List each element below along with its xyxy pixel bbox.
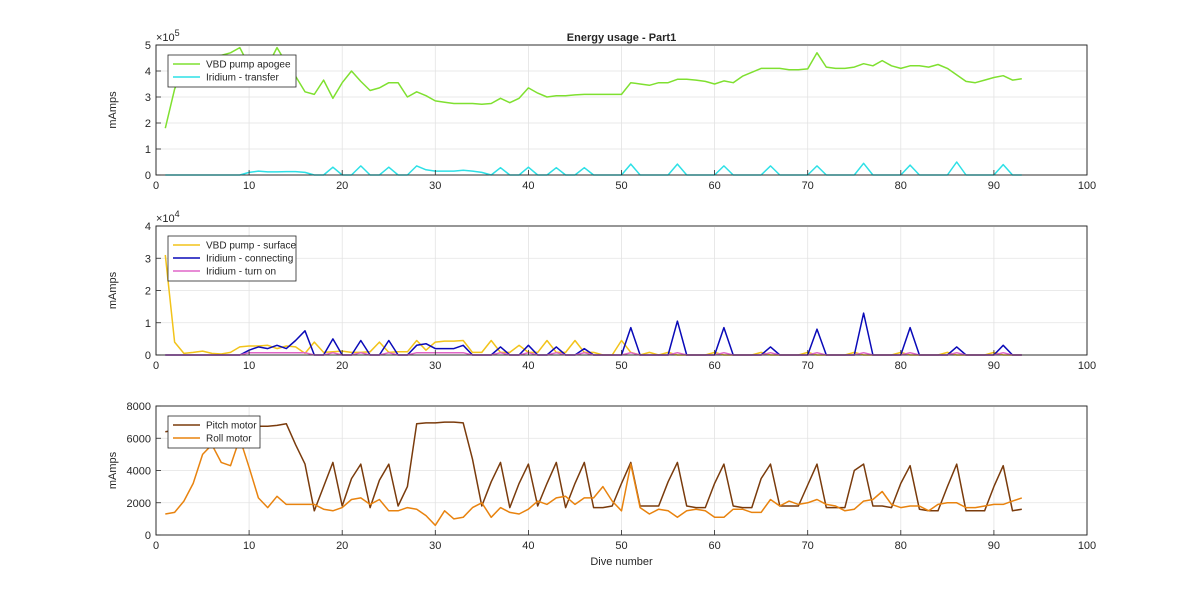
legend-entry: Iridium - turn on xyxy=(206,267,276,278)
x-tick-label: 10 xyxy=(243,540,255,552)
legend-entry: VBD pump apogee xyxy=(206,60,291,71)
y-tick-label: 0 xyxy=(145,530,151,542)
x-tick-label: 0 xyxy=(153,540,159,552)
x-tick-label: 70 xyxy=(802,180,814,192)
y-tick-label: 0 xyxy=(145,350,151,362)
series-line-vbd-pump-apogee xyxy=(164,46,1022,129)
x-tick-label: 100 xyxy=(1078,180,1096,192)
x-tick-label: 40 xyxy=(522,360,534,372)
y-tick-label: 6000 xyxy=(127,433,151,445)
y-tick-label: 2 xyxy=(145,286,151,298)
x-axis-label: Dive number xyxy=(590,556,653,568)
x-tick-label: 80 xyxy=(895,360,907,372)
x-tick-label: 0 xyxy=(153,180,159,192)
x-tick-label: 30 xyxy=(429,180,441,192)
legend-entry: Roll motor xyxy=(206,434,252,445)
x-tick-label: 90 xyxy=(988,180,1000,192)
y-tick-label: 4 xyxy=(145,221,151,233)
x-tick-label: 80 xyxy=(895,180,907,192)
legend-box xyxy=(167,415,261,449)
y-tick-label: 2000 xyxy=(127,498,151,510)
legend: VBD pump - surface Iridium - connecting Ir… xyxy=(167,235,296,282)
x-tick-label: 20 xyxy=(336,360,348,372)
chart-panel-3: 0 10 20 30 40 50 60 70 80 90 100 0 2000 4000 6000 8000 m… xyxy=(107,401,1096,568)
y-exponent-label: ×104 xyxy=(156,209,180,225)
y-axis-label: mAmps xyxy=(107,451,119,489)
legend-entry: Iridium - transfer xyxy=(206,73,279,84)
x-tick-label: 90 xyxy=(988,540,1000,552)
y-tick-label: 8000 xyxy=(127,401,151,413)
x-tick-label: 30 xyxy=(429,540,441,552)
y-tick-label: 5 xyxy=(145,40,151,52)
x-tick-label: 70 xyxy=(802,360,814,372)
y-tick-label: 3 xyxy=(145,92,151,104)
x-tick-label: 40 xyxy=(522,180,534,192)
chart-title: Energy usage - Part1 xyxy=(567,32,676,44)
x-tick-label: 60 xyxy=(708,360,720,372)
x-tick-label: 0 xyxy=(153,360,159,372)
x-tick-label: 100 xyxy=(1078,540,1096,552)
x-tick-label: 60 xyxy=(708,180,720,192)
y-tick-label: 4000 xyxy=(127,466,151,478)
chart-panel-2: 0 10 20 30 40 50 60 70 80 90 100 0 1 2 3 4 ×104 mAmps VBD … xyxy=(107,209,1096,372)
x-tick-label: 50 xyxy=(615,540,627,552)
legend-box xyxy=(167,54,297,88)
y-axis-label: mAmps xyxy=(107,91,119,129)
x-tick-label: 50 xyxy=(615,360,627,372)
series-line-pitch-motor xyxy=(165,421,1022,512)
x-tick-label: 70 xyxy=(802,540,814,552)
x-tick-label: 80 xyxy=(895,540,907,552)
legend: VBD pump apogee Iridium - transfer xyxy=(167,54,297,88)
legend: Pitch motor Roll motor xyxy=(167,415,261,449)
y-tick-label: 3 xyxy=(145,253,151,265)
y-axis-label: mAmps xyxy=(107,271,119,309)
chart-panel-1: 0 10 20 30 40 50 60 70 80 90 100 0 1 2 3 4 5 ×105 mAmps Ene… xyxy=(107,28,1096,192)
x-tick-label: 90 xyxy=(988,360,1000,372)
x-tick-label: 20 xyxy=(336,540,348,552)
y-exponent-label: ×105 xyxy=(156,28,180,44)
x-tick-label: 30 xyxy=(429,360,441,372)
legend-entry: VBD pump - surface xyxy=(206,241,296,252)
x-tick-label: 60 xyxy=(708,540,720,552)
y-tick-label: 0 xyxy=(145,170,151,182)
x-tick-label: 40 xyxy=(522,540,534,552)
x-tick-label: 10 xyxy=(243,180,255,192)
x-tick-label: 10 xyxy=(243,360,255,372)
y-tick-label: 4 xyxy=(145,66,151,78)
x-tick-label: 20 xyxy=(336,180,348,192)
x-tick-label: 100 xyxy=(1078,360,1096,372)
y-tick-label: 1 xyxy=(145,318,151,330)
y-tick-label: 2 xyxy=(145,118,151,130)
series-line-roll-motor xyxy=(165,437,1023,527)
y-tick-label: 1 xyxy=(145,144,151,156)
legend-entry: Pitch motor xyxy=(206,421,257,432)
legend-entry: Iridium - connecting xyxy=(206,254,293,265)
x-tick-label: 50 xyxy=(615,180,627,192)
